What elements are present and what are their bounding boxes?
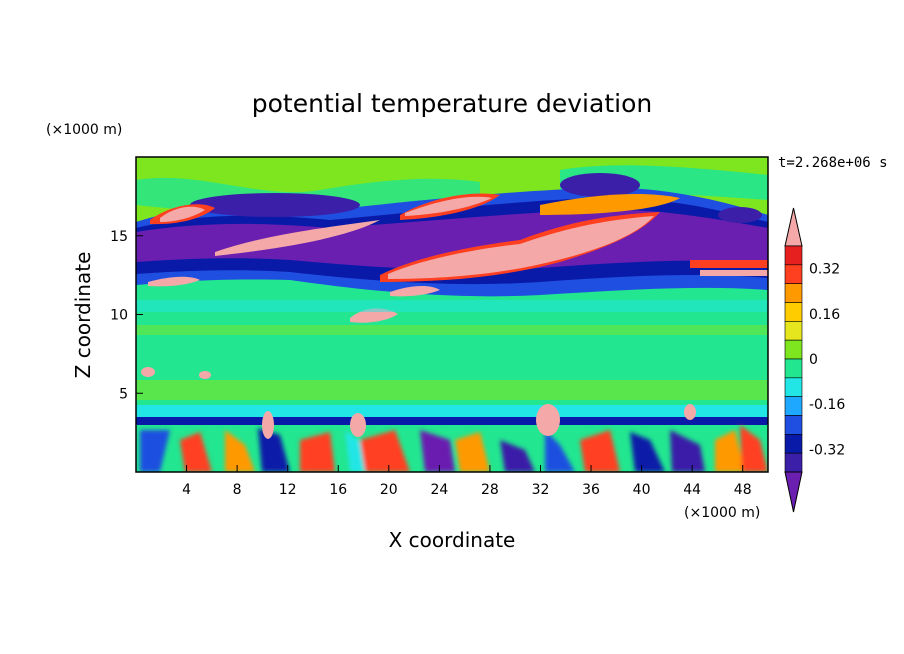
x-tick-label: 20 [380, 482, 398, 498]
colorbar-box [784, 415, 803, 435]
colorbar-box [784, 283, 803, 303]
colorbar-tick-label: 0.32 [809, 262, 840, 278]
x-axis-ticks: 4 8 12 16 20 24 28 32 36 40 44 48 [182, 465, 752, 498]
y-tick-label: 5 [119, 386, 128, 402]
colorbar-tick-label: -0.32 [809, 442, 845, 458]
x-tick-label: 4 [182, 482, 191, 498]
chart-title: potential temperature deviation [252, 89, 652, 118]
colorbar-box [784, 396, 803, 416]
colorbar-top-triangle [784, 207, 803, 247]
x-tick-label: 28 [481, 482, 499, 498]
x-tick-label: 44 [683, 482, 701, 498]
colorbar-tick-label: 0 [809, 352, 818, 368]
colorbar-bottom-triangle [784, 471, 803, 513]
y-units-label: (×1000 m) [46, 122, 122, 138]
time-label: t=2.268e+06 s [778, 155, 888, 171]
x-tick-label: 16 [329, 482, 347, 498]
x-tick-label: 40 [633, 482, 651, 498]
x-tick-label: 12 [279, 482, 297, 498]
x-tick-label: 32 [532, 482, 550, 498]
x-units-label: (×1000 m) [684, 505, 760, 521]
y-axis-label: Z coordinate [71, 252, 95, 379]
colorbar-tick-label: -0.16 [809, 397, 845, 413]
colorbar-tick-label: 0.16 [809, 307, 840, 323]
y-tick-label: 10 [110, 308, 128, 324]
colorbar-box [784, 339, 803, 360]
colorbar-box [784, 302, 803, 322]
y-axis-ticks: 5 10 15 [110, 229, 143, 402]
colorbar [784, 207, 803, 513]
x-tick-label: 8 [233, 482, 242, 498]
x-tick-label: 36 [582, 482, 600, 498]
x-tick-label: 48 [734, 482, 752, 498]
colorbar-ticks: 0.32 0.16 0 -0.16 -0.32 [809, 262, 845, 459]
colorbar-box [784, 377, 803, 397]
x-axis-label: X coordinate [389, 528, 516, 552]
contour-field [136, 157, 768, 472]
colorbar-box [784, 264, 803, 284]
x-tick-label: 24 [430, 482, 448, 498]
y-tick-label: 15 [110, 229, 128, 245]
colorbar-box [784, 358, 803, 379]
colorbar-box [784, 434, 803, 454]
colorbar-box [784, 245, 803, 266]
colorbar-box [784, 321, 803, 341]
colorbar-box [784, 452, 803, 473]
